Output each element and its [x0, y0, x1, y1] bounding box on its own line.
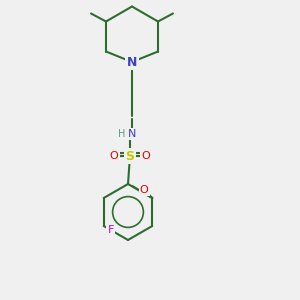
Text: S: S	[125, 149, 134, 163]
Text: N: N	[127, 56, 137, 68]
Text: N: N	[128, 129, 136, 139]
Text: H: H	[118, 129, 126, 139]
Text: O: O	[110, 151, 118, 161]
Text: F: F	[108, 225, 114, 235]
Text: O: O	[142, 151, 150, 161]
Text: O: O	[140, 185, 148, 195]
